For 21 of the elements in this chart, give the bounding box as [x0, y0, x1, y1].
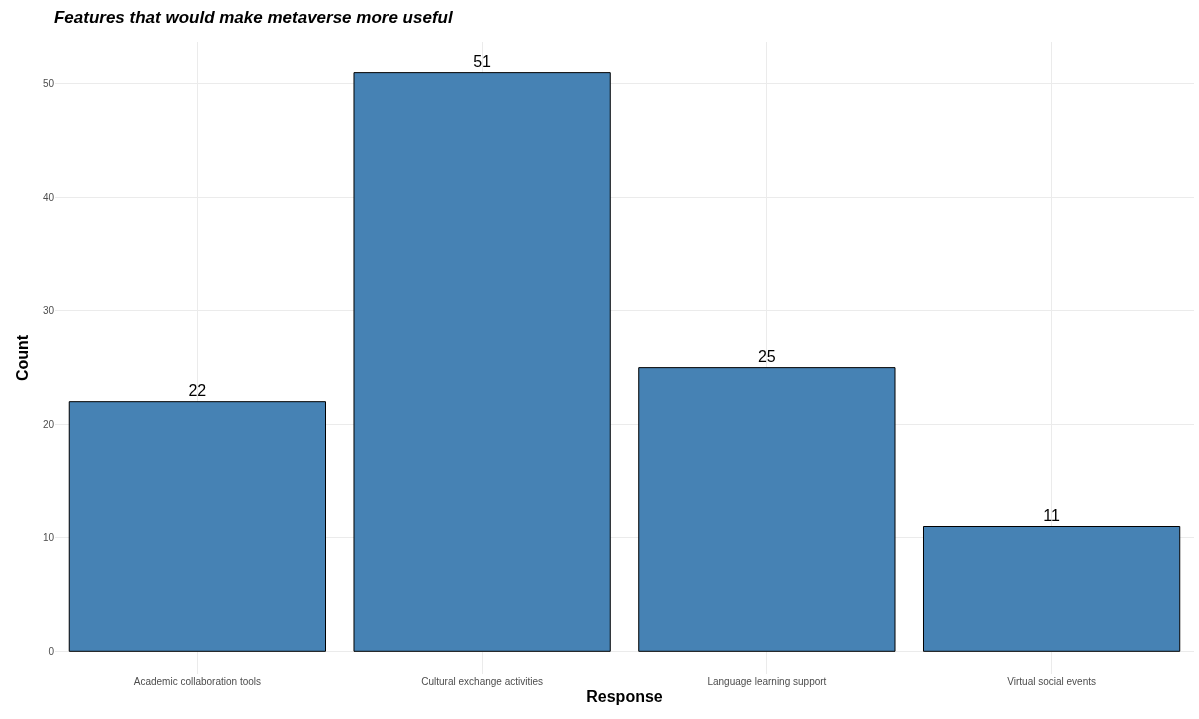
y-tick-label: 40 [42, 191, 55, 203]
bar [922, 526, 1181, 652]
data-label: 51 [473, 52, 492, 70]
y-axis-title: Count [13, 334, 31, 382]
y-tick-label: 0 [48, 645, 55, 657]
x-tick-label: Virtual social events [1007, 676, 1097, 687]
chart-title: Features that would make metaverse more useful [53, 7, 454, 27]
x-axis-title: Response [586, 687, 663, 705]
y-tick-label: 10 [42, 532, 55, 544]
data-label: 11 [1043, 506, 1060, 524]
data-label: 22 [188, 381, 207, 399]
x-tick-label: Language learning support [707, 676, 827, 687]
bar [68, 401, 327, 652]
bar [638, 367, 896, 652]
data-label: 25 [757, 347, 776, 365]
x-tick-label: Cultural exchange activities [421, 676, 543, 687]
y-tick-label: 50 [42, 78, 55, 90]
y-tick-label: 30 [42, 305, 55, 317]
bar [353, 72, 611, 652]
y-tick-label: 20 [42, 418, 55, 430]
x-tick-label: Academic collaboration tools [133, 676, 262, 687]
